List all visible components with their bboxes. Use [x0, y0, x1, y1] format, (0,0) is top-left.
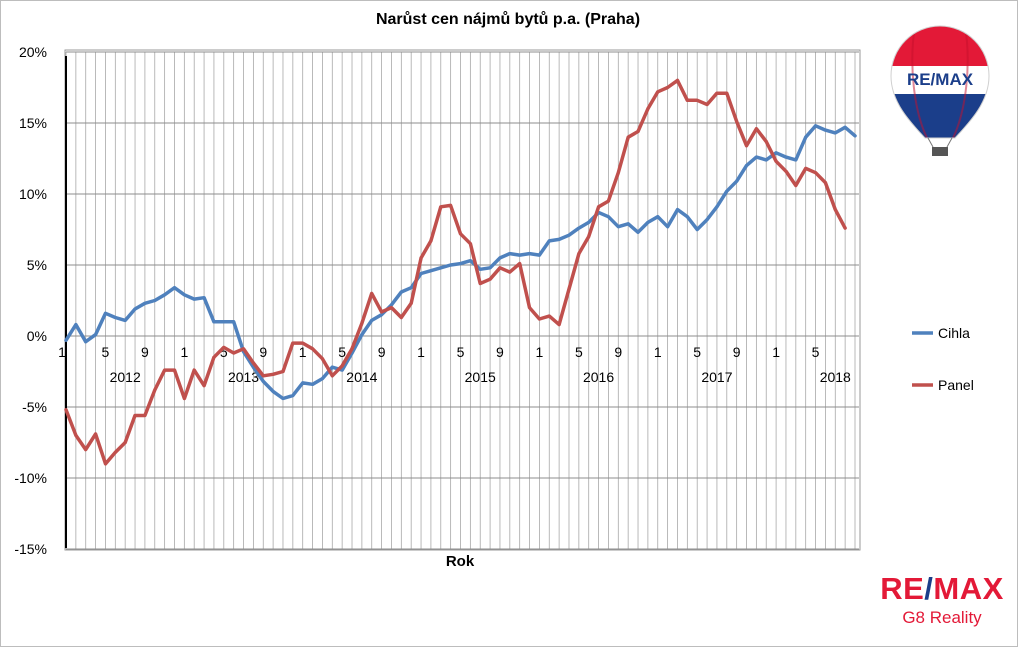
- vertical-gridlines: [65, 52, 856, 549]
- x-month-label: 1: [536, 344, 544, 360]
- brand-name: RE/MAX: [872, 572, 1012, 606]
- x-year-label: 2018: [820, 369, 851, 385]
- x-month-label: 5: [693, 344, 701, 360]
- x-month-label: 1: [654, 344, 662, 360]
- y-axis-tick-labels: -15% -10% -5% 0% 5% 10% 15% 20%: [14, 44, 47, 557]
- x-axis-year-labels: 2012 2013 2014 2015 2016 2017 2018: [110, 369, 851, 385]
- y-tick-label: -10%: [14, 470, 47, 486]
- x-axis-label: Rok: [446, 553, 475, 570]
- x-month-label: 1: [299, 344, 307, 360]
- x-year-label: 2014: [346, 369, 377, 385]
- x-month-label: 9: [378, 344, 386, 360]
- balloon-logo-text: RE/MAX: [907, 70, 974, 89]
- brand-logo: RE/MAX G8 Reality: [872, 572, 1012, 628]
- x-month-label: 9: [733, 344, 741, 360]
- x-month-label: 1: [417, 344, 425, 360]
- brand-name-left: RE: [880, 571, 925, 606]
- legend-label-cihla: Cihla: [938, 325, 970, 341]
- x-year-label: 2015: [465, 369, 496, 385]
- x-year-label: 2017: [701, 369, 732, 385]
- y-tick-label: 15%: [19, 115, 47, 131]
- legend: Cihla Panel: [912, 325, 974, 393]
- y-tick-label: 5%: [27, 257, 47, 273]
- x-month-label: 9: [496, 344, 504, 360]
- y-tick-label: -15%: [14, 541, 47, 557]
- series-line-cihla: [64, 124, 857, 401]
- x-month-label: 1: [180, 344, 188, 360]
- brand-office: G8 Reality: [902, 608, 982, 627]
- y-tick-label: 20%: [19, 44, 47, 60]
- brand-name-right: MAX: [933, 571, 1004, 606]
- legend-label-panel: Panel: [938, 377, 974, 393]
- x-month-label: 5: [102, 344, 110, 360]
- x-month-label: 1: [772, 344, 780, 360]
- x-year-label: 2016: [583, 369, 614, 385]
- balloon-basket: [932, 147, 948, 156]
- brand-name-slash: /: [924, 571, 934, 606]
- series-layer: [64, 78, 857, 466]
- x-month-label: 9: [141, 344, 149, 360]
- chart-title: Narůst cen nájmů bytů p.a. (Praha): [376, 11, 640, 28]
- x-axis-month-labels: 1 5 9 1 5 9 1 5 9 1 5 9 1 5 9 1 5 9 1 5: [58, 344, 820, 360]
- x-month-label: 9: [259, 344, 267, 360]
- x-month-label: 5: [812, 344, 820, 360]
- y-tick-label: 10%: [19, 186, 47, 202]
- x-month-label: 5: [338, 344, 346, 360]
- remax-balloon-logo: RE/MAX: [890, 25, 990, 156]
- x-year-label: 2012: [110, 369, 141, 385]
- x-month-label: 5: [575, 344, 583, 360]
- x-month-label: 1: [58, 344, 66, 360]
- x-month-label: 5: [220, 344, 228, 360]
- y-tick-label: 0%: [27, 328, 47, 344]
- x-year-label: 2013: [228, 369, 259, 385]
- y-tick-label: -5%: [22, 399, 47, 415]
- series-line-panel: [64, 78, 847, 466]
- x-month-label: 9: [614, 344, 622, 360]
- x-month-label: 5: [457, 344, 465, 360]
